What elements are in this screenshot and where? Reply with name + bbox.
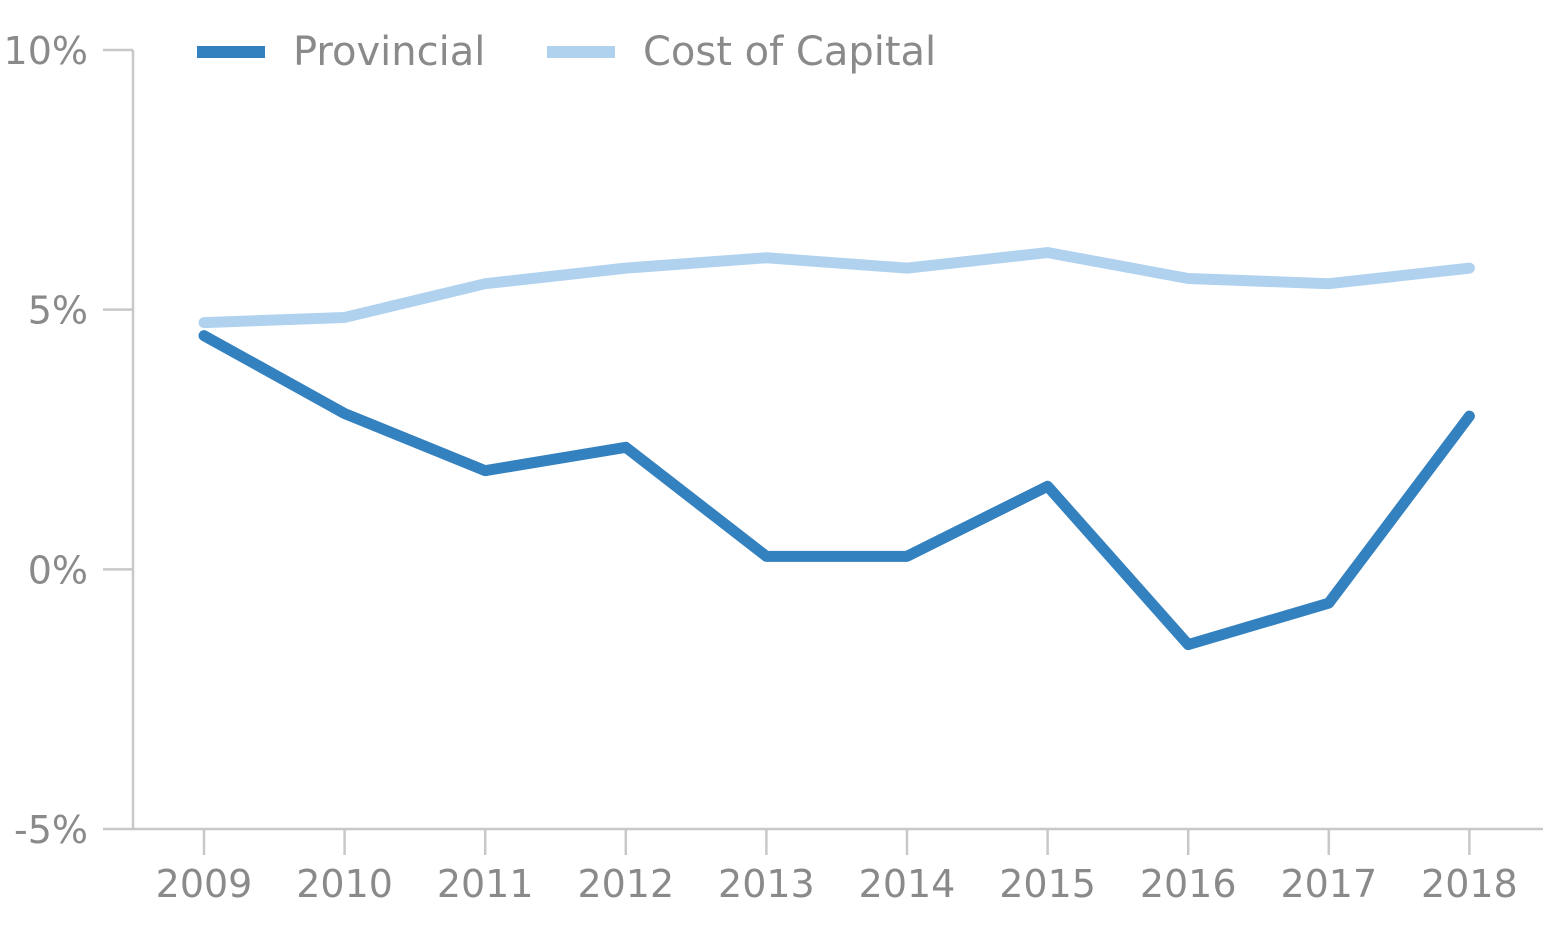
legend: Provincial Cost of Capital (197, 29, 936, 75)
x-tick-label: 2011 (437, 862, 534, 906)
y-tick-label: 0% (28, 548, 88, 592)
x-tick-label: 2009 (156, 862, 253, 906)
legend-item-cost-of-capital: Cost of Capital (547, 29, 936, 75)
x-tick-label: 2015 (999, 862, 1096, 906)
x-tick-label: 2010 (296, 862, 393, 906)
y-tick-label: 10% (4, 29, 88, 73)
y-tick-label: 5% (28, 289, 88, 333)
x-tick-label: 2017 (1280, 862, 1377, 906)
series-line-provincial (198, 330, 1475, 651)
legend-label-cost-of-capital: Cost of Capital (643, 29, 936, 75)
x-tick-label: 2014 (859, 862, 956, 906)
series-layer (198, 247, 1475, 651)
x-tick-label: 2018 (1421, 862, 1518, 906)
x-tick-label: 2012 (577, 862, 674, 906)
legend-label-provincial: Provincial (293, 29, 485, 75)
x-tick-label: 2016 (1140, 862, 1237, 906)
y-ticks: 10% 5% 0% -5% (4, 29, 133, 852)
x-ticks: 2009 2010 2011 2012 2013 2014 2015 2016 2017 2018 (156, 829, 1518, 906)
y-tick-label: -5% (14, 808, 88, 852)
series-line-cost-of-capital (198, 247, 1475, 329)
legend-item-provincial: Provincial (197, 29, 485, 75)
x-tick-label: 2013 (718, 862, 815, 906)
